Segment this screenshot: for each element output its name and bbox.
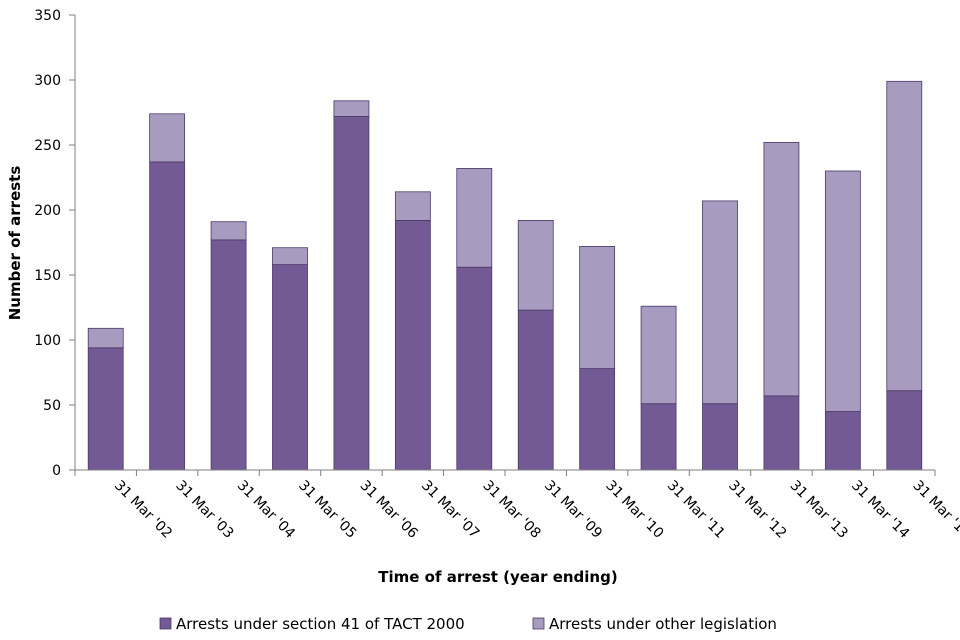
x-tick-label: 31 Mar '15 <box>909 478 960 542</box>
bar-section-41 <box>579 368 616 471</box>
x-tick-label: 31 Mar '14 <box>848 478 912 542</box>
x-tick-label: 31 Mar '03 <box>172 478 236 542</box>
legend-label-section-41: Arrests under section 41 of TACT 2000 <box>176 615 465 633</box>
y-tick-label: 300 <box>34 73 61 89</box>
bar-section-41 <box>333 116 370 471</box>
legend: Arrests under section 41 of TACT 2000 Ar… <box>159 615 777 633</box>
x-tick-label: 31 Mar '09 <box>541 478 605 542</box>
x-axis-title: Time of arrest (year ending) <box>378 568 617 586</box>
legend-label-other-legislation: Arrests under other legislation <box>549 615 777 633</box>
bar-section-41 <box>272 264 308 471</box>
y-tick-label: 200 <box>34 203 61 219</box>
bar-other-legislation <box>886 80 923 392</box>
x-tick-label: 31 Mar '10 <box>602 478 666 542</box>
bar-other-legislation <box>763 141 800 397</box>
x-tick-label: 31 Mar '04 <box>234 478 298 542</box>
bar-other-legislation <box>579 245 616 369</box>
y-tick-label: 0 <box>52 463 61 479</box>
y-tick-label: 250 <box>34 138 61 154</box>
bar-other-legislation <box>272 247 308 265</box>
bar-section-41 <box>824 411 861 471</box>
x-tick-label: 31 Mar '08 <box>479 478 543 542</box>
bar-other-legislation <box>640 305 677 405</box>
bar-section-41 <box>394 219 431 471</box>
bar-section-41 <box>763 395 800 471</box>
legend-swatch-section-41 <box>159 617 172 630</box>
x-tick-label: 31 Mar '02 <box>111 478 175 542</box>
bar-section-41 <box>702 403 738 471</box>
bar-section-41 <box>640 403 677 471</box>
bar-section-41 <box>456 266 493 471</box>
x-tick-label: 31 Mar '13 <box>787 478 851 542</box>
bar-section-41 <box>210 239 247 471</box>
y-axis-title: Number of arrests <box>6 166 24 321</box>
bar-other-legislation <box>87 327 124 349</box>
bar-other-legislation <box>149 113 186 163</box>
x-tick-label: 31 Mar '11 <box>664 478 728 542</box>
y-axis-ticks: 0 50 100 150 200 250 300 350 <box>34 8 75 479</box>
x-tick-label: 31 Mar '06 <box>357 478 421 542</box>
bar-other-legislation <box>394 191 431 221</box>
y-tick-label: 150 <box>34 268 61 284</box>
legend-swatch-other-legislation <box>532 617 545 630</box>
bar-section-41 <box>886 390 923 471</box>
bar-other-legislation <box>702 200 738 405</box>
bar-other-legislation <box>333 100 370 117</box>
bars-group <box>87 80 923 471</box>
x-tick-label: 31 Mar '05 <box>295 478 359 542</box>
y-tick-label: 100 <box>34 333 61 349</box>
bar-section-41 <box>87 347 124 471</box>
bar-section-41 <box>149 161 186 471</box>
y-tick-label: 50 <box>43 398 61 414</box>
bar-other-legislation <box>824 170 861 412</box>
x-tick-label: 31 Mar '12 <box>725 478 789 542</box>
x-tick-label: 31 Mar '07 <box>418 478 482 542</box>
bar-other-legislation <box>517 219 554 311</box>
bar-other-legislation <box>210 221 247 241</box>
bar-other-legislation <box>456 167 493 268</box>
y-tick-label: 350 <box>34 8 61 24</box>
bar-section-41 <box>517 309 554 471</box>
